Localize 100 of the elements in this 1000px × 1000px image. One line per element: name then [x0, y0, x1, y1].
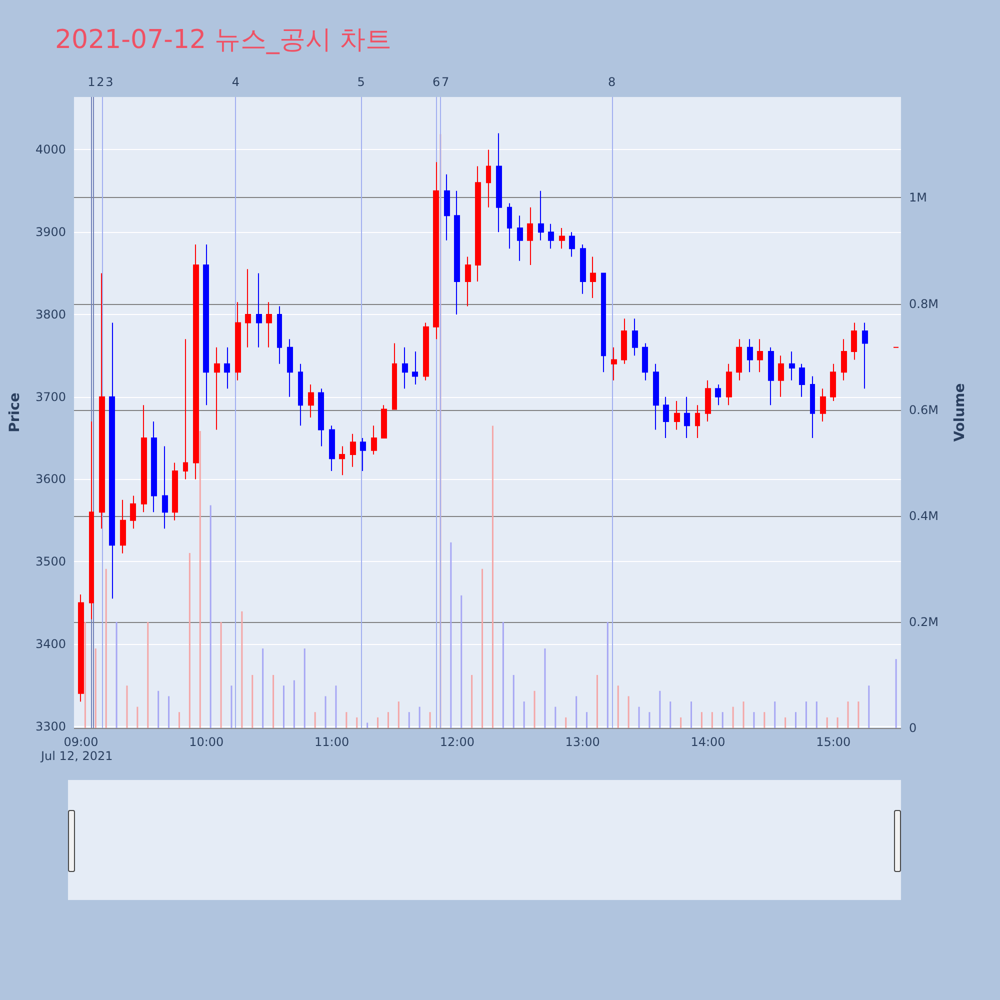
candlestick — [465, 256, 471, 307]
candlestick — [580, 244, 586, 294]
candlestick — [120, 499, 126, 554]
candlestick — [684, 396, 690, 439]
candlestick — [569, 232, 575, 258]
candlestick — [517, 215, 523, 262]
x-tick-label: 09:00 — [64, 735, 98, 749]
candlestick — [559, 227, 565, 250]
ref-line-label: 4 — [232, 75, 240, 89]
candlestick — [757, 338, 763, 373]
candlestick — [78, 594, 84, 702]
candlestick — [486, 149, 491, 208]
candlestick — [799, 363, 805, 398]
ref-line-label: 6 — [432, 75, 440, 89]
candlestick — [308, 384, 314, 418]
candlestick — [653, 363, 659, 430]
text: Jul 12, 2021 — [40, 749, 113, 763]
y-tick-label: 3500 — [35, 554, 66, 569]
candlestick — [151, 421, 157, 513]
candlestick — [789, 351, 795, 381]
ref-line-label: 7 — [441, 75, 450, 89]
candlestick — [611, 346, 617, 381]
candlestick — [214, 346, 220, 430]
candlestick — [862, 322, 868, 390]
candlestick — [830, 363, 836, 402]
x-tick-label: 14:00 — [690, 735, 726, 749]
candlestick — [109, 322, 115, 600]
candlestick — [841, 338, 847, 381]
candlestick — [632, 318, 638, 356]
ref-line-label: 5 — [357, 75, 365, 89]
candlestick — [444, 174, 450, 241]
candlestick — [298, 363, 303, 426]
candlestick — [89, 421, 94, 620]
chart-title: 2021-07-12 뉴스_공시 차트 — [55, 25, 392, 55]
ref-line-label: 1 — [88, 75, 96, 89]
y-tick-label: 3900 — [35, 225, 66, 240]
candlestick — [277, 306, 282, 364]
candlestick — [590, 256, 596, 298]
y2-axis-title: Volume — [952, 383, 968, 442]
candlestick — [392, 342, 397, 410]
y-tick-label: 3700 — [35, 390, 66, 404]
y2-tick-label: 0.4M — [909, 508, 938, 523]
y-axis-title: Price — [7, 392, 23, 432]
candlestick — [162, 446, 168, 530]
x-tick-label: 10:00 — [189, 735, 224, 749]
y-tick-label: 3300 — [35, 719, 66, 734]
candlestick — [287, 338, 293, 398]
candlestick — [736, 338, 742, 381]
candlestick — [715, 384, 721, 406]
candlestick — [747, 338, 753, 373]
candlestick — [527, 206, 533, 266]
y2-tick-label: 0.8M — [909, 296, 938, 311]
candlestick — [130, 495, 136, 530]
candlestick — [266, 302, 272, 348]
candlestick — [496, 132, 502, 233]
candlestick — [507, 202, 512, 250]
candlestick — [726, 363, 732, 406]
candlestick — [402, 346, 408, 390]
candlestick — [475, 166, 481, 282]
candlestick — [412, 351, 418, 385]
y-tick-label: 4000 — [35, 142, 66, 157]
candlestick — [381, 404, 387, 439]
candlestick — [621, 318, 627, 364]
ref-line-label: 3 — [106, 75, 114, 89]
candlestick — [235, 302, 241, 381]
candlestick — [778, 355, 784, 398]
candlestick — [705, 380, 711, 422]
ref-line-label: 8 — [608, 75, 616, 89]
candlestick — [141, 404, 147, 513]
candlestick — [172, 462, 178, 521]
candlestick — [695, 404, 700, 439]
candlestick — [183, 338, 188, 480]
y-tick-label: 3600 — [35, 472, 66, 486]
candlestick — [350, 433, 356, 468]
candlestick — [663, 396, 669, 439]
ref-line-label: 2 — [96, 75, 104, 89]
y2-tick-label: 1M — [909, 190, 927, 205]
candlestick — [360, 438, 366, 472]
candlestick — [256, 272, 262, 348]
candlestick — [601, 272, 606, 373]
x-tick-label: 15:00 — [816, 735, 851, 749]
candlestick — [548, 223, 554, 250]
candlestick — [538, 190, 544, 241]
candlestick — [433, 162, 439, 340]
candlestick — [810, 376, 815, 439]
candlestick — [371, 425, 377, 456]
y2-tick-label: 0.6M — [909, 402, 938, 417]
candlestick — [642, 342, 648, 381]
candlestick — [423, 322, 429, 381]
candlestick — [339, 446, 345, 476]
candlestick — [245, 268, 251, 348]
candlestick — [674, 400, 680, 430]
y-tick-label: 3800 — [35, 307, 66, 322]
candlestick — [454, 190, 460, 315]
y2-tick-label: 0.2M — [909, 614, 938, 629]
candlestick — [329, 425, 335, 472]
candlestick — [224, 346, 230, 390]
candlestick — [820, 388, 826, 422]
candlestick — [193, 244, 199, 480]
x-tick-label: 11:00 — [314, 735, 350, 749]
